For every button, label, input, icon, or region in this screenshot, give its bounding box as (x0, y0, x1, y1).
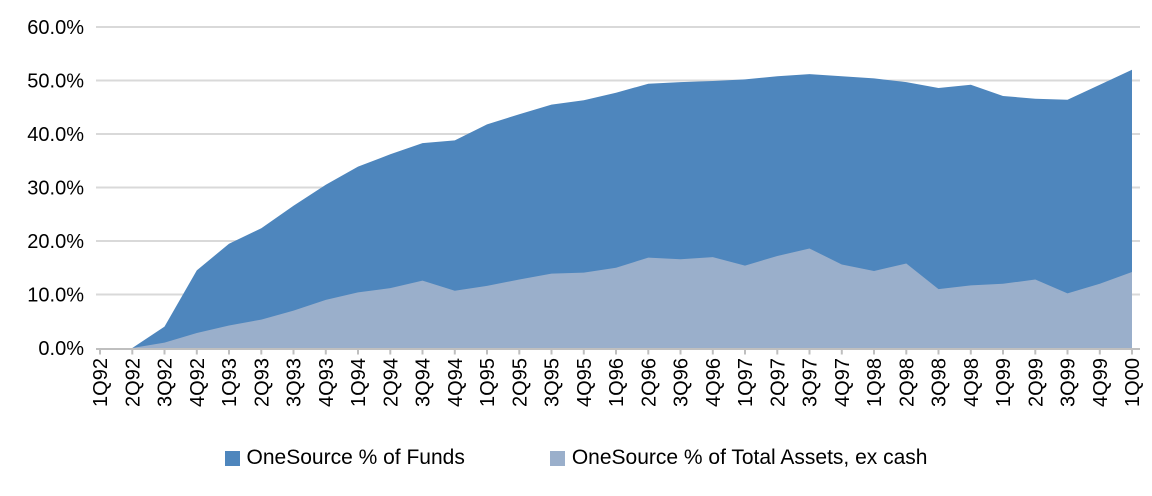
x-tick-label: 3Q99 (1058, 358, 1080, 407)
assets-area (100, 248, 1132, 348)
y-tick-label: 50.0% (27, 71, 84, 93)
legend-swatch-assets-icon (549, 450, 565, 466)
x-tick-label: 1Q98 (864, 358, 886, 407)
x-tick-label: 3Q94 (413, 358, 435, 407)
x-tick-label: 2Q95 (509, 358, 531, 407)
y-tick-label: 40.0% (27, 124, 84, 146)
chart-canvas: 0.0% 10.0% 20.0% 30.0% 40.0% 50.0% 60.0% 1Q92 2Q… (27, 17, 1144, 407)
x-tick-label: 3Q96 (671, 358, 693, 407)
x-tick-label: 4Q99 (1090, 358, 1112, 407)
x-tick-label: 4Q93 (316, 358, 338, 407)
x-tick-label: 4Q95 (574, 358, 596, 407)
y-tick-label: 0.0% (38, 338, 84, 360)
x-tick-label: 3Q98 (929, 358, 951, 407)
y-tick-label: 20.0% (27, 231, 84, 253)
y-tick-label: 10.0% (27, 285, 84, 307)
x-tick-label: 4Q94 (445, 358, 467, 407)
x-tick-label: 4Q97 (832, 358, 854, 407)
x-tick-label: 2Q94 (380, 358, 402, 407)
x-tick-label: 4Q98 (961, 358, 983, 407)
x-tick-label: 1Q94 (348, 358, 370, 407)
x-tick-label: 1Q97 (735, 358, 757, 407)
legend-swatch-funds-icon (224, 450, 240, 466)
x-tick-label: 2Q98 (896, 358, 918, 407)
x-tick-label: 1Q92 (90, 358, 112, 407)
x-tick-label: 4Q92 (187, 358, 209, 407)
x-tick-label: 3Q95 (542, 358, 564, 407)
x-tick-label: 1Q93 (219, 358, 241, 407)
legend-item-funds: OneSource % of Funds (224, 446, 465, 470)
x-tick-label: 1Q99 (993, 358, 1015, 407)
chart-legend: OneSource % of Funds OneSource % of Tota… (0, 441, 1152, 475)
y-tick-label: 60.0% (27, 17, 84, 39)
area-chart: 0.0% 10.0% 20.0% 30.0% 40.0% 50.0% 60.0% 1Q92 2Q… (27, 17, 1144, 407)
x-tick-label: 2Q93 (251, 358, 273, 407)
legend-item-assets: OneSource % of Total Assets, ex cash (549, 446, 928, 470)
x-tick-label: 4Q96 (703, 358, 725, 407)
x-tick-label: 2Q99 (1025, 358, 1047, 407)
x-tick-label: 3Q93 (284, 358, 306, 407)
y-tick-label: 30.0% (27, 178, 84, 200)
legend-label-assets: OneSource % of Total Assets, ex cash (571, 446, 928, 469)
x-tick-label: 2Q97 (767, 358, 789, 407)
x-tick-label: 1Q00 (1122, 358, 1144, 407)
legend-label-funds: OneSource % of Funds (246, 446, 465, 469)
x-tick-label: 2Q96 (638, 358, 660, 407)
x-tick-label: 3Q97 (800, 358, 822, 407)
x-tick-label: 3Q92 (155, 358, 177, 407)
x-tick-label: 1Q95 (477, 358, 499, 407)
x-tick-label: 2Q92 (122, 358, 144, 407)
x-tick-label: 1Q96 (606, 358, 628, 407)
